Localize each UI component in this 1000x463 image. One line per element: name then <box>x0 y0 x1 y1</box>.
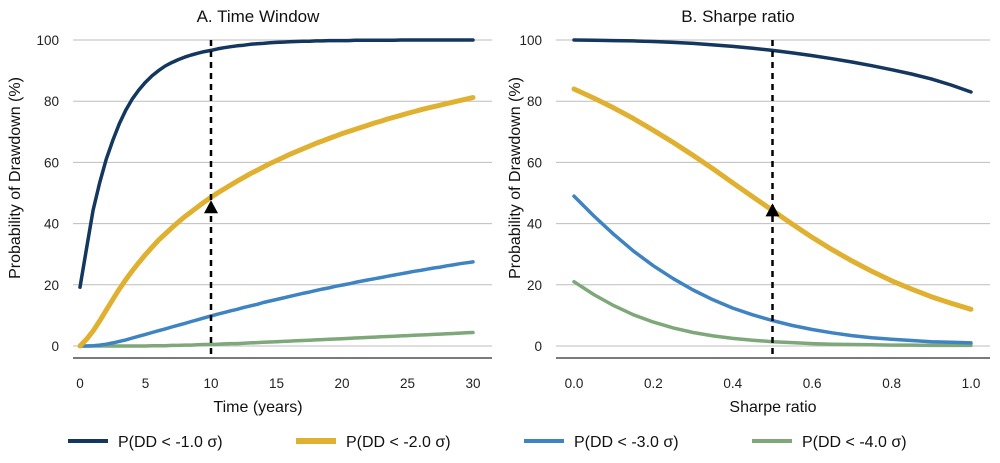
series-line-1 <box>78 38 475 289</box>
series-line-4 <box>78 330 475 348</box>
y-tick-label: 0 <box>51 339 59 354</box>
y-axis-label: Probability of Drawdown (%) <box>7 77 24 279</box>
x-tick-label: 10 <box>203 376 218 391</box>
y-tick-label: 80 <box>527 94 542 109</box>
y-axis-label: Probability of Drawdown (%) <box>507 77 524 279</box>
y-tick-label: 20 <box>44 278 59 293</box>
y-tick-label: 40 <box>527 217 542 232</box>
series-line-2 <box>77 95 476 349</box>
y-tick-label: 40 <box>44 217 59 232</box>
y-tick-label: 20 <box>527 278 542 293</box>
series-line-1 <box>572 38 973 94</box>
x-tick-label: 0 <box>76 376 84 391</box>
chart-panel-sharpe-ratio: 0 20 40 60 80 100 0.0 0.2 0.4 0.6 0.8 1.0 B. Sharpe … <box>507 7 990 416</box>
x-tick-label: 5 <box>142 376 150 391</box>
y-tick-label: 60 <box>527 155 542 170</box>
legend-label: P(DD < -1.0 σ) <box>118 434 223 451</box>
x-tick-label: 0.2 <box>644 376 663 391</box>
x-tick-label: 0.6 <box>803 376 822 391</box>
x-tick-label: 1.0 <box>962 376 981 391</box>
y-tick-label: 100 <box>36 33 59 48</box>
x-tick-label: 20 <box>334 376 349 391</box>
chart-title: A. Time Window <box>197 7 321 26</box>
x-tick-label: 15 <box>269 376 284 391</box>
x-tick-label: 0.0 <box>565 376 584 391</box>
legend: P(DD < -1.0 σ) P(DD < -2.0 σ) P(DD < -3.0 … <box>68 434 907 451</box>
x-axis-label: Sharpe ratio <box>729 399 816 416</box>
y-tick-label: 0 <box>534 339 542 354</box>
legend-label: P(DD < -2.0 σ) <box>346 434 451 451</box>
x-axis-label: Time (years) <box>213 399 302 416</box>
chart-panel-time-window: 0 20 40 60 80 100 0 5 10 15 20 25 30 A. Time Window Ti… <box>7 7 492 416</box>
marker-triangle <box>204 200 218 214</box>
marker-triangle <box>765 203 780 217</box>
y-tick-label: 80 <box>44 94 59 109</box>
x-tick-label: 30 <box>465 376 480 391</box>
legend-label: P(DD < -3.0 σ) <box>574 434 679 451</box>
series-line-3 <box>78 260 475 348</box>
x-tick-label: 0.4 <box>723 376 742 391</box>
y-tick-label: 60 <box>44 155 59 170</box>
chart-title: B. Sharpe ratio <box>681 7 794 26</box>
x-tick-label: 25 <box>400 376 415 391</box>
y-tick-label: 100 <box>519 33 542 48</box>
legend-label: P(DD < -4.0 σ) <box>802 434 907 451</box>
x-tick-label: 0.8 <box>882 376 901 391</box>
